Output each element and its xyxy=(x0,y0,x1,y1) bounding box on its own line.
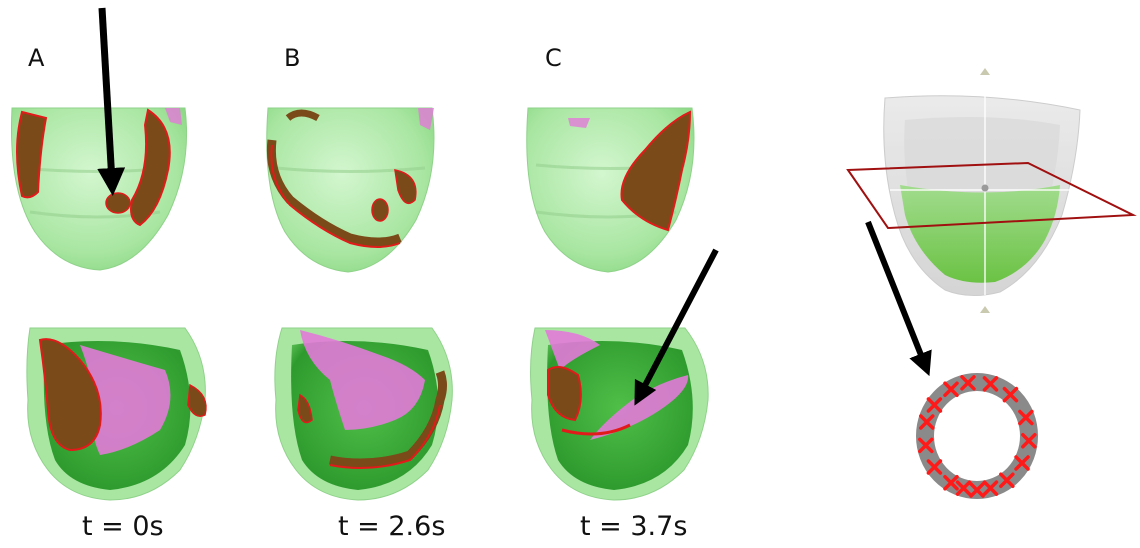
heart-bottom-a xyxy=(26,327,207,501)
time-label-a: t = 0s xyxy=(82,511,164,542)
cross-marker xyxy=(982,480,999,496)
heart-top-b xyxy=(266,107,435,273)
cross-marker xyxy=(1018,409,1034,426)
heart-bottom-c xyxy=(530,327,709,501)
cross-marker xyxy=(982,376,999,392)
axis-marker-top xyxy=(980,68,990,75)
cross-marker xyxy=(919,414,935,430)
heart-top-c xyxy=(526,107,695,273)
marker-group xyxy=(918,375,1037,498)
cross-marker xyxy=(943,381,959,397)
cross-marker xyxy=(1002,386,1019,403)
panel-label-c: C xyxy=(545,44,562,72)
cross-marker xyxy=(955,480,972,496)
arrow-a xyxy=(97,7,126,196)
panel-label-b: B xyxy=(284,44,301,72)
time-label-b: t = 2.6s xyxy=(338,511,446,542)
slice-plane xyxy=(846,161,1137,230)
heart-bottom-b xyxy=(274,327,453,501)
arrow-slice xyxy=(865,220,932,377)
arrow-c xyxy=(634,248,719,406)
cross-marker xyxy=(918,437,934,454)
cross-marker xyxy=(969,482,985,498)
cross-marker xyxy=(926,459,943,475)
heart-top-a xyxy=(11,107,188,271)
cross-marker xyxy=(943,475,959,491)
volume-render xyxy=(846,68,1137,313)
cross-marker xyxy=(1014,455,1030,471)
axis-marker-bottom xyxy=(980,306,990,313)
panel-label-a: A xyxy=(28,44,45,72)
time-label-c: t = 3.7s xyxy=(580,511,688,542)
cross-marker xyxy=(960,375,976,391)
cross-marker xyxy=(926,397,943,413)
cross-marker xyxy=(999,472,1015,488)
cross-marker xyxy=(1021,432,1037,449)
